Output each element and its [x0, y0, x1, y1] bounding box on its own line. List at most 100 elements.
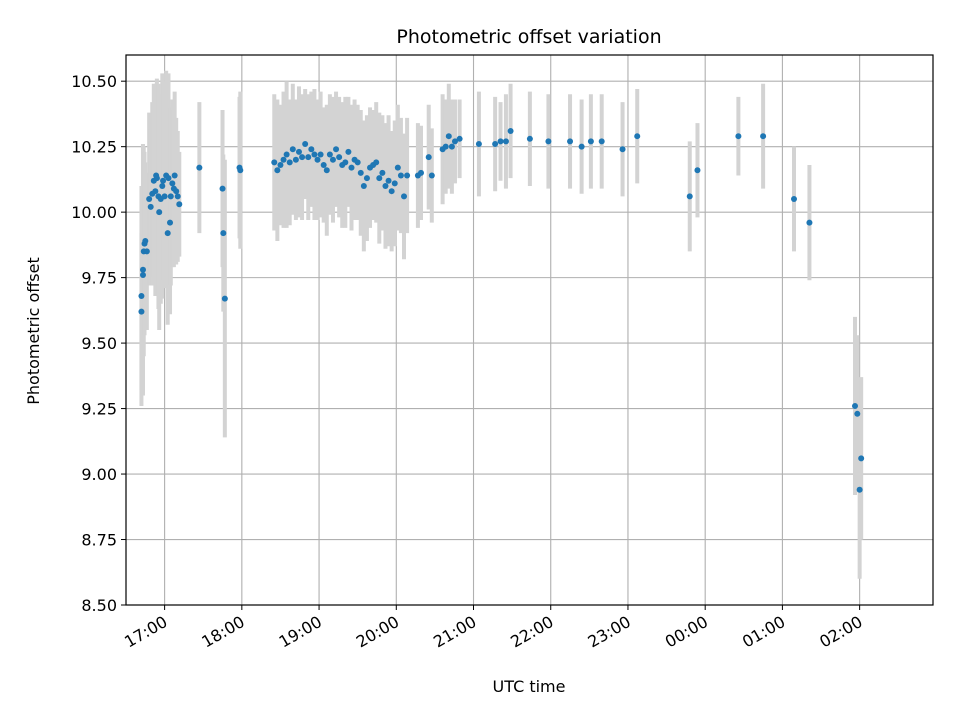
data-point: [376, 175, 383, 182]
data-point: [373, 159, 380, 166]
data-point: [394, 164, 401, 171]
plot-frame: [125, 54, 934, 606]
data-point: [428, 172, 435, 179]
data-point: [442, 143, 449, 150]
data-point: [147, 203, 154, 210]
data-point: [165, 175, 172, 182]
data-point: [164, 230, 171, 237]
data-point: [299, 154, 306, 161]
data-point: [167, 193, 174, 200]
y-tick-label: 9.25: [81, 400, 117, 419]
data-point: [694, 167, 701, 174]
data-point: [856, 486, 863, 493]
data-point: [220, 230, 227, 237]
data-point: [404, 172, 411, 179]
data-point: [152, 188, 159, 195]
data-point: [448, 143, 455, 150]
data-point: [363, 175, 370, 182]
data-point: [456, 135, 463, 142]
data-point: [174, 193, 181, 200]
data-point: [142, 237, 149, 244]
y-axis-title: Photometric offset: [24, 257, 43, 405]
data-point: [237, 167, 244, 174]
data-point: [578, 143, 585, 150]
data-point: [138, 292, 145, 299]
data-point: [598, 138, 605, 145]
data-point: [161, 193, 168, 200]
data-point: [271, 159, 278, 166]
y-tick-label: 10.25: [71, 138, 117, 157]
data-point: [385, 177, 392, 184]
data-point: [345, 148, 352, 155]
data-point: [545, 138, 552, 145]
data-point: [451, 138, 458, 145]
data-point: [417, 169, 424, 176]
y-tick-label: 8.50: [81, 596, 117, 615]
data-point: [634, 133, 641, 140]
data-point: [167, 219, 174, 226]
data-point: [196, 164, 203, 171]
data-point: [176, 201, 183, 208]
data-point: [397, 172, 404, 179]
data-point: [305, 154, 312, 161]
data-point: [173, 188, 180, 195]
data-point: [360, 182, 367, 189]
data-point: [348, 164, 355, 171]
data-point: [497, 138, 504, 145]
data-point: [526, 135, 533, 142]
data-point: [492, 141, 499, 148]
data-point: [852, 402, 859, 409]
x-axis-title: UTC time: [493, 677, 566, 696]
y-tick-label: 9.00: [81, 465, 117, 484]
data-point: [425, 154, 432, 161]
data-point: [292, 156, 299, 163]
y-axis-ticks: 8.50 8.75 9.00 9.25 9.50 9.75 10.00 10.25 10.50: [71, 72, 126, 615]
data-point: [159, 182, 166, 189]
data-point: [169, 180, 176, 187]
data-point: [274, 167, 281, 174]
data-point: [138, 308, 145, 315]
data-point: [790, 196, 797, 203]
data-point: [277, 162, 284, 168]
data-point: [153, 175, 160, 182]
data-point: [280, 156, 287, 163]
data-point: [286, 159, 293, 166]
data-point: [735, 133, 742, 140]
y-tick-label: 9.75: [81, 269, 117, 288]
data-point: [143, 248, 150, 255]
data-point: [326, 151, 333, 158]
data-point: [502, 138, 509, 145]
data-point: [382, 182, 389, 189]
data-point: [311, 151, 318, 158]
data-point: [475, 141, 482, 148]
data-point: [139, 266, 146, 273]
data-point: [388, 188, 395, 195]
data-point: [354, 159, 361, 166]
data-point: [391, 180, 398, 187]
data-point: [342, 159, 349, 166]
data-point: [333, 146, 340, 153]
data-point: [760, 133, 767, 140]
data-point: [357, 169, 364, 176]
data-point: [336, 154, 343, 161]
data-point: [567, 138, 574, 145]
y-tick-label: 10.50: [71, 72, 117, 91]
data-point: [323, 167, 330, 174]
data-point: [146, 196, 153, 203]
data-point: [289, 146, 296, 153]
data-point: [401, 193, 408, 200]
data-points: [138, 127, 865, 493]
data-point: [221, 295, 228, 302]
data-point: [219, 185, 226, 192]
data-point: [308, 146, 315, 153]
data-point: [139, 272, 146, 278]
data-point: [619, 146, 626, 153]
data-point: [686, 193, 693, 200]
data-point: [156, 209, 163, 216]
data-point: [445, 133, 452, 140]
data-point: [317, 151, 324, 158]
y-tick-label: 8.75: [81, 531, 117, 550]
data-point: [806, 219, 813, 226]
data-point: [587, 138, 594, 145]
